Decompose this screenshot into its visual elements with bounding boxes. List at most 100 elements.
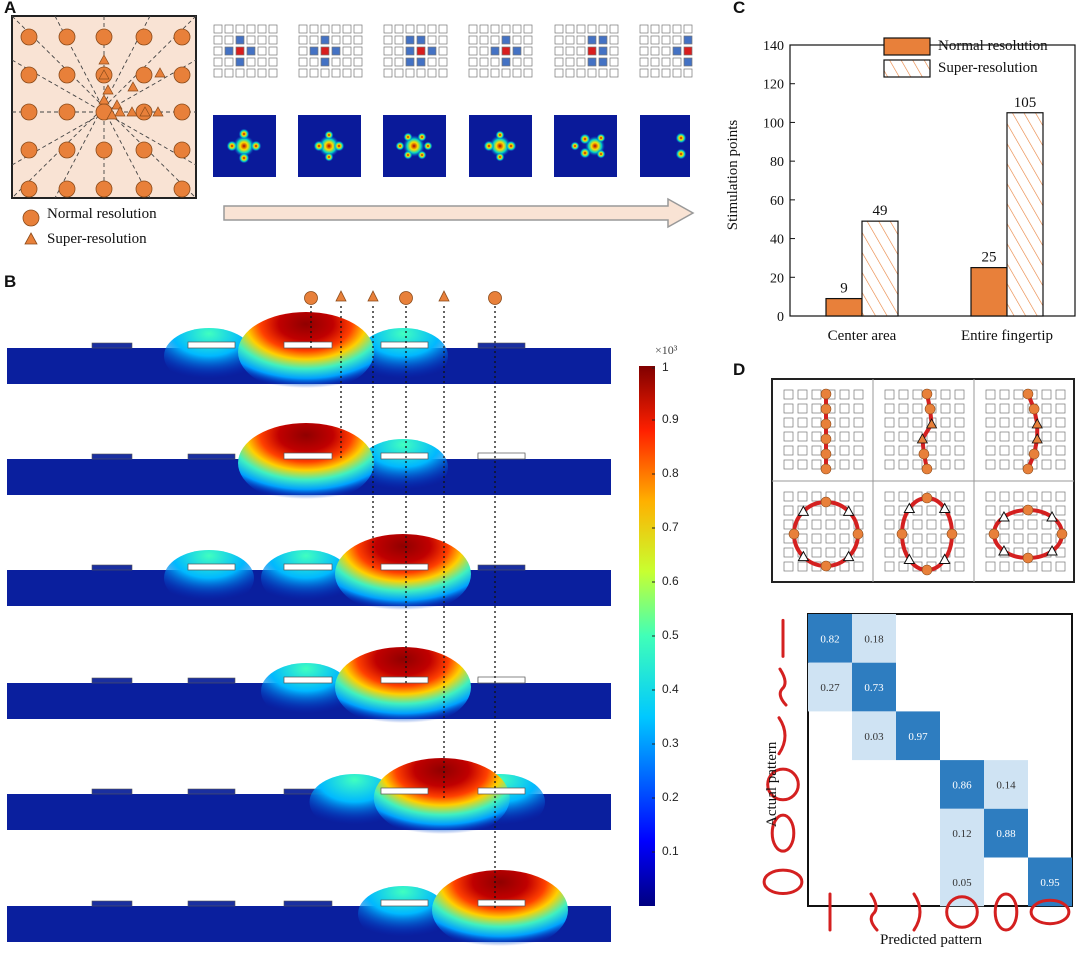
electrode-circle xyxy=(58,141,76,159)
super-resolution-triangle xyxy=(126,106,138,117)
progression-arrow-icon xyxy=(223,197,695,229)
matrix-cell-value: 0.88 xyxy=(996,828,1016,840)
colorbar-tick-label: 0.2 xyxy=(662,790,679,804)
colorbar-tick-label: 0.3 xyxy=(662,736,679,750)
electrode-circle xyxy=(173,28,191,46)
matrix-cell xyxy=(1028,857,1072,907)
field-maps xyxy=(213,115,690,177)
electrode-circle xyxy=(20,66,38,84)
stimulation-grid xyxy=(298,24,363,78)
panel-c-label: C xyxy=(733,0,746,17)
stimulation-grid xyxy=(639,24,693,78)
field-slice xyxy=(7,647,611,727)
electrode-circle xyxy=(173,141,191,159)
legend-normal-label: Normal resolution xyxy=(47,206,157,222)
pattern-example xyxy=(884,388,965,475)
colorbar-tick-label: 0.7 xyxy=(662,520,679,534)
super-resolution-triangle xyxy=(98,54,110,65)
electrode-circle xyxy=(135,66,153,84)
field-slice xyxy=(7,534,611,614)
pattern-example xyxy=(884,491,965,576)
colorbar-tick-label: 0.6 xyxy=(662,574,679,588)
y-tick-label: 80 xyxy=(770,155,784,170)
pattern-shape-icon xyxy=(993,892,1019,932)
y-tick-label: 140 xyxy=(763,39,784,54)
electrode-circle xyxy=(95,28,113,46)
bar-super xyxy=(1006,112,1044,317)
super-resolution-triangle xyxy=(154,67,166,78)
super-resolution-points xyxy=(98,54,166,120)
field-map xyxy=(383,115,446,177)
x-category-label: Center area xyxy=(828,328,897,344)
x-category-label: Entire fingertip xyxy=(961,328,1053,344)
stimulation-grid xyxy=(554,24,619,78)
field-slice xyxy=(7,870,611,950)
field-map xyxy=(554,115,617,177)
marker-triangle-icon xyxy=(438,290,450,302)
bar-value-label: 105 xyxy=(1014,95,1037,111)
super-resolution-triangle xyxy=(152,106,164,117)
bar-chart-frame xyxy=(789,44,1076,317)
stimulation-grids xyxy=(213,24,693,78)
pattern-shape-icon xyxy=(1029,898,1071,926)
electrode-circle xyxy=(173,103,191,121)
super-resolution-triangle xyxy=(102,84,114,95)
super-resolution-triangle xyxy=(139,106,151,117)
field-map xyxy=(298,115,361,177)
bar-value-label: 9 xyxy=(840,281,848,297)
matrix-cell xyxy=(808,614,852,663)
matrix-cell-value: 0.12 xyxy=(952,828,971,840)
colorbar-tick-label: 0.8 xyxy=(662,466,679,480)
pattern-shape-icon xyxy=(762,868,804,896)
matrix-cell-value: 0.73 xyxy=(864,682,884,694)
panel-a-label: A xyxy=(4,0,17,17)
matrix-cell-value: 0.14 xyxy=(996,779,1016,791)
colorbar-exponent: ×10³ xyxy=(655,343,678,357)
matrix-cell xyxy=(852,662,896,712)
matrix-xlabel: Predicted pattern xyxy=(880,932,983,948)
stimulation-grid xyxy=(213,24,278,78)
pattern-shape-icon xyxy=(912,892,922,932)
electrode-circle xyxy=(135,180,153,198)
colorbar-tick-label: 0.4 xyxy=(662,682,679,696)
electrode-circle xyxy=(20,141,38,159)
y-tick-label: 40 xyxy=(770,233,784,248)
pattern-example xyxy=(783,388,864,475)
marker-circle-icon xyxy=(304,291,318,305)
bar-value-label: 25 xyxy=(982,250,997,266)
matrix-cell xyxy=(940,760,984,809)
matrix-cell-value: 0.95 xyxy=(1040,877,1060,889)
super-resolution-triangle xyxy=(106,109,118,120)
legend-super-swatch xyxy=(883,59,931,78)
electrode-circle xyxy=(58,180,76,198)
matrix-cell-value: 0.27 xyxy=(820,682,840,694)
electrode-circle xyxy=(20,180,38,198)
colorbar-tick-label: 0.5 xyxy=(662,628,679,642)
pattern-example xyxy=(783,491,864,572)
matrix-cell-value: 0.97 xyxy=(908,731,928,743)
super-resolution-triangle xyxy=(111,99,123,110)
electrode-circle xyxy=(135,141,153,159)
matrix-cell xyxy=(896,711,940,761)
pattern-example xyxy=(985,491,1068,572)
marker-circle-icon xyxy=(399,291,413,305)
field-slice xyxy=(7,312,611,392)
y-tick-label: 100 xyxy=(763,116,784,131)
matrix-cell xyxy=(808,662,852,712)
matrix-cell xyxy=(852,711,896,761)
electrode-circle xyxy=(95,141,113,159)
bar-value-label: 49 xyxy=(873,203,888,219)
bar-legend-super-label: Super-resolution xyxy=(938,60,1038,76)
electrode-circle xyxy=(20,103,38,121)
super-resolution-triangle xyxy=(127,81,139,92)
colorbar xyxy=(639,366,655,906)
pattern-shape-icon xyxy=(778,667,788,707)
matrix-ylabel: Actual pattern xyxy=(764,741,780,827)
y-tick-label: 120 xyxy=(763,78,784,93)
super-resolution-triangle xyxy=(98,94,110,105)
electrode-circle xyxy=(58,66,76,84)
electrode-circle xyxy=(58,103,76,121)
